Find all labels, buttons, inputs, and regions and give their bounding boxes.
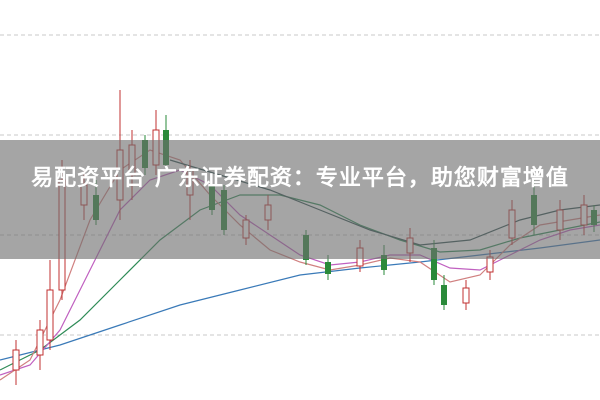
candle xyxy=(431,248,437,280)
candle xyxy=(441,285,447,305)
candle xyxy=(486,256,494,273)
candle xyxy=(46,289,54,341)
banner xyxy=(0,140,600,259)
candle xyxy=(12,349,20,371)
candle xyxy=(325,262,331,274)
candle xyxy=(462,287,470,304)
banner-title: 易配资平台 广东证券配资：专业平台，助您财富增值 xyxy=(31,166,569,191)
candle xyxy=(36,329,44,356)
candle xyxy=(381,255,387,270)
